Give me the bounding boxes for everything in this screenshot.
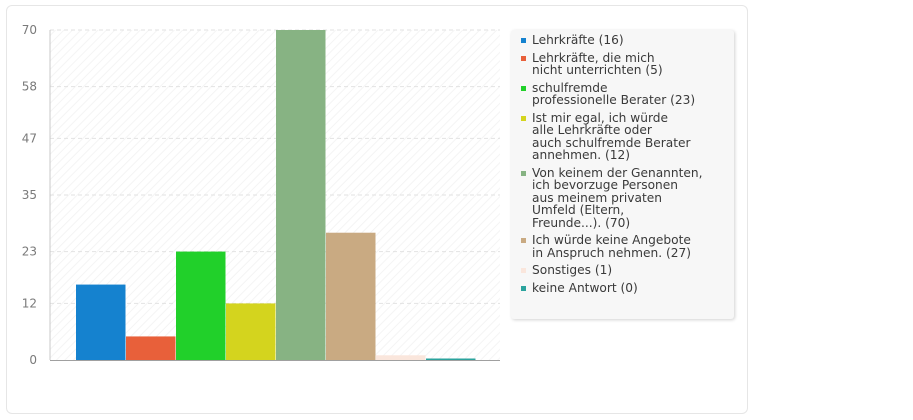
bar[interactable] [426,358,476,361]
legend-label: Ich würde keine Angebote in Anspruch neh… [532,233,691,260]
bar[interactable] [326,232,376,360]
legend-label: Sonstiges (1) [532,263,613,277]
legend-item[interactable]: Ist mir egal, ich würde alle Lehrkräfte … [521,110,728,162]
legend-swatch [521,268,526,273]
bar[interactable] [176,251,226,360]
bar[interactable] [376,355,426,360]
legend-label: Lehrkräfte, die mich nicht unterrichten … [532,50,663,77]
bar[interactable] [276,30,326,360]
legend-swatch [521,170,526,176]
legend: Lehrkräfte (16) Lehrkräfte, die mich nich… [511,30,734,319]
legend-swatch [521,238,526,243]
y-tick-label: 70 [22,23,37,37]
legend-label: Lehrkräfte (16) [532,33,624,47]
legend-item[interactable]: Lehrkräfte (16) [521,34,728,47]
legend-label: Ist mir egal, ich würde alle Lehrkräfte … [532,110,691,162]
legend-item[interactable]: Lehrkräfte, die mich nicht unterrichten … [521,50,728,77]
y-tick-label: 58 [22,80,37,94]
legend-swatch [521,115,526,121]
legend-swatch [521,85,526,91]
legend-item[interactable]: Sonstiges (1) [521,264,728,277]
bar[interactable] [126,336,176,360]
y-tick-label: 35 [22,188,37,202]
legend-item[interactable]: schulfremde professionelle Berater (23) [521,80,728,107]
legend-item[interactable]: keine Antwort (0) [521,280,728,295]
legend-label: keine Antwort (0) [532,280,638,295]
y-tick-label: 0 [29,353,37,367]
legend-swatch [521,55,526,61]
legend-item[interactable]: Von keinem der Genannten, ich bevorzuge … [521,165,728,230]
legend-label: Von keinem der Genannten, ich bevorzuge … [532,165,703,230]
legend-swatch [521,38,526,43]
bar[interactable] [226,303,276,360]
legend-swatch [521,285,526,291]
bar[interactable] [76,284,126,360]
legend-label: schulfremde professionelle Berater (23) [532,80,696,107]
legend-item[interactable]: Ich würde keine Angebote in Anspruch neh… [521,234,728,259]
y-tick-label: 12 [22,296,37,310]
y-tick-label: 23 [22,245,37,259]
y-tick-label: 47 [22,131,37,145]
